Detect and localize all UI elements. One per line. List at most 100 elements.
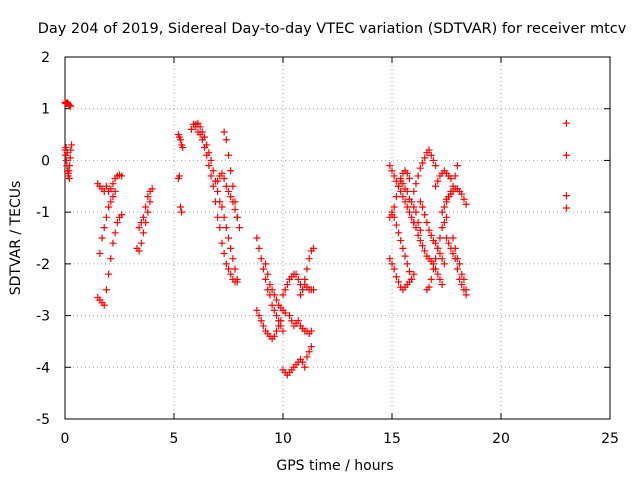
data-point [214,177,222,185]
data-segment [397,177,424,234]
data-segment [443,185,470,208]
data-point [453,265,461,273]
data-point [390,265,398,273]
data-point [443,213,450,221]
data-point [427,231,435,239]
data-point [220,128,228,136]
data-point [207,156,215,164]
y-tick-label: 1 [41,102,50,118]
data-point [107,198,115,206]
x-tick-label: 25 [601,431,619,447]
data-point [118,211,126,219]
data-point [436,234,444,242]
data-point [399,193,407,201]
data-point [68,141,76,149]
data-point [229,182,237,190]
data-point [177,136,185,144]
data-point [397,237,405,245]
data-point [397,187,405,195]
data-segment [94,211,126,309]
data-point [225,265,232,273]
data-point [425,146,433,154]
data-point [403,260,411,268]
data-point [410,187,418,195]
data-point [310,244,318,252]
y-tick-label: 2 [41,50,50,66]
data-point [436,250,444,258]
data-point [66,154,74,162]
data-point [421,211,429,219]
data-segment [416,198,448,268]
data-segment [410,218,446,289]
data-point [299,286,307,294]
data-point [434,270,442,278]
data-point [432,255,440,263]
data-point [399,244,407,252]
data-point [305,255,313,263]
data-point [416,164,424,172]
data-point [196,123,204,131]
data-point [460,195,468,203]
data-point [233,278,241,286]
data-point [451,244,459,252]
data-point [253,306,261,314]
data-point [109,193,117,201]
data-point [432,162,440,170]
data-point [310,286,318,294]
plot-frame [64,56,611,420]
data-point [412,208,420,216]
data-point [294,275,302,283]
data-point [67,146,75,154]
data-point [270,291,278,299]
data-point [227,193,235,201]
data-point [209,167,217,175]
data-point [462,200,470,208]
data-point [225,234,232,242]
data-point [294,317,302,325]
data-point [440,203,448,211]
data-point [222,182,230,190]
data-point [449,250,457,258]
data-point [392,221,400,229]
chart-title: Day 204 of 2019, Sidereal Day-to-day VTE… [38,21,627,37]
data-point [562,192,570,200]
data-point [562,151,570,159]
data-point [288,317,296,325]
data-point [135,247,143,255]
data-point [301,363,309,371]
data-point [270,306,278,314]
data-point [63,149,71,157]
data-point [307,343,315,351]
data-point [386,162,394,170]
data-point [198,128,206,136]
x-axis-label: GPS time / hours [276,458,393,474]
data-point [401,252,409,260]
data-point [279,291,287,299]
data-point [203,141,211,149]
data-point [419,203,427,211]
data-point [401,198,409,206]
data-point [201,133,209,141]
data-point [227,167,235,175]
data-segment [174,172,186,216]
data-point [137,218,145,226]
data-point [253,234,261,242]
data-segment [174,131,187,151]
data-segment [562,119,570,212]
data-point [445,239,453,247]
x-tick-label: 5 [170,431,179,447]
data-point [436,275,444,283]
data-point [270,332,278,340]
data-segment [388,208,416,283]
data-point [177,203,185,211]
data-point [451,172,459,180]
data-point [105,270,113,278]
data-point [272,312,280,320]
data-point [227,270,235,278]
data-point [460,275,468,283]
data-point [410,218,418,226]
data-point [395,229,403,237]
data-point [427,275,435,283]
data-point [395,278,403,286]
data-point [403,169,411,177]
